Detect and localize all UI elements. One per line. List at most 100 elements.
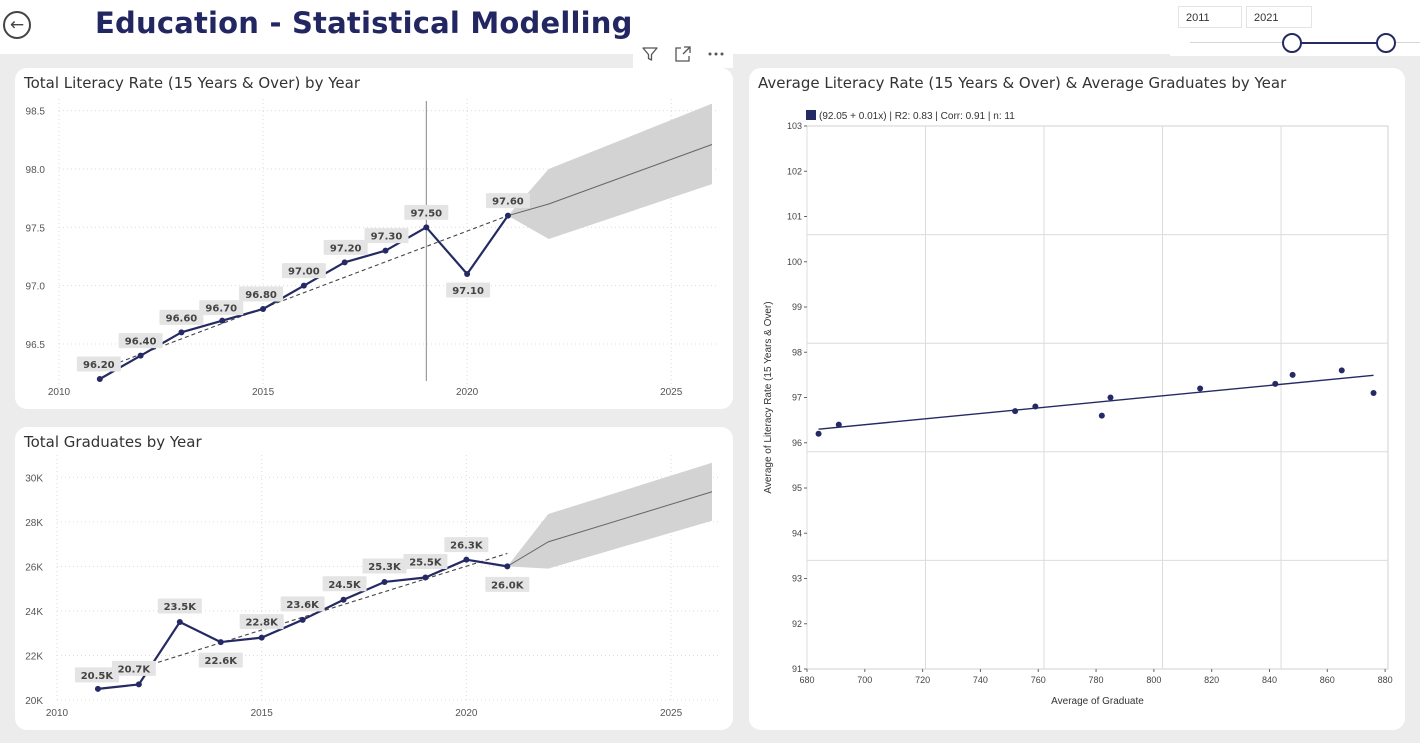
visual-header-toolbar bbox=[633, 40, 733, 68]
data-point bbox=[504, 563, 511, 570]
focus-mode-icon[interactable] bbox=[666, 40, 699, 68]
x-tick-label: 680 bbox=[799, 675, 814, 685]
data-point bbox=[135, 681, 142, 688]
data-label-background bbox=[403, 554, 448, 569]
data-label-background bbox=[118, 333, 163, 349]
plot-area bbox=[806, 125, 1389, 670]
data-label: 97.00 bbox=[288, 267, 320, 278]
scatter-point bbox=[1338, 367, 1345, 374]
x-tick-label: 2025 bbox=[660, 708, 683, 719]
x-tick-label: 2020 bbox=[456, 387, 479, 398]
x-tick-label: 880 bbox=[1378, 675, 1393, 685]
y-tick-label: 22K bbox=[25, 651, 43, 662]
data-point bbox=[94, 685, 101, 692]
y-tick-label: 94 bbox=[792, 528, 802, 538]
data-point bbox=[219, 317, 226, 324]
more-options-icon[interactable] bbox=[699, 40, 732, 68]
data-label: 97.60 bbox=[492, 197, 524, 208]
slider-start-handle[interactable] bbox=[1282, 33, 1302, 53]
data-label: 96.70 bbox=[205, 304, 237, 315]
chart-title: Total Literacy Rate (15 Years & Over) by… bbox=[24, 74, 360, 92]
y-tick-label: 103 bbox=[787, 121, 802, 131]
y-tick-label: 98.0 bbox=[26, 165, 46, 176]
data-label-background bbox=[157, 598, 202, 614]
x-tick-label: 2020 bbox=[455, 708, 478, 719]
x-tick-label: 700 bbox=[857, 675, 872, 685]
data-point bbox=[217, 639, 224, 646]
data-label: 26.3K bbox=[450, 541, 484, 552]
page-title: Education - Statistical Modelling bbox=[95, 6, 633, 40]
slider-end-handle[interactable] bbox=[1376, 33, 1396, 53]
slicer-start-input[interactable]: 2011 bbox=[1178, 6, 1242, 28]
forecast-line bbox=[507, 144, 713, 217]
data-label: 22.8K bbox=[245, 618, 279, 629]
arrow-left-icon[interactable]: ← bbox=[3, 11, 31, 39]
data-label: 96.20 bbox=[83, 360, 115, 371]
series-line bbox=[97, 558, 508, 690]
data-point bbox=[178, 329, 185, 336]
scatter-point bbox=[1272, 380, 1279, 387]
y-tick-label: 95 bbox=[792, 483, 802, 493]
y-axis-title: Average of Literacy Rate (15 Years & Ove… bbox=[763, 301, 774, 493]
data-point bbox=[381, 578, 388, 585]
data-label-background bbox=[76, 356, 121, 372]
x-tick-label: 720 bbox=[915, 675, 930, 685]
y-tick-label: 99 bbox=[792, 302, 802, 312]
data-label: 96.60 bbox=[166, 313, 198, 324]
data-point bbox=[260, 306, 267, 312]
forecast-confidence-band bbox=[507, 462, 712, 569]
data-label: 97.30 bbox=[371, 232, 403, 243]
y-tick-label: 101 bbox=[787, 212, 802, 222]
scatter-point bbox=[1107, 394, 1114, 401]
data-label-background bbox=[364, 228, 409, 244]
x-tick-label: 2010 bbox=[48, 387, 71, 398]
y-tick-label: 28K bbox=[25, 518, 43, 529]
data-label-background bbox=[111, 660, 156, 676]
y-tick-label: 26K bbox=[25, 562, 43, 573]
data-label-background bbox=[444, 537, 489, 553]
data-point bbox=[340, 596, 347, 603]
data-label-background bbox=[74, 667, 119, 683]
data-label: 23.6K bbox=[286, 600, 320, 611]
data-point bbox=[300, 282, 307, 289]
data-label: 20.5K bbox=[81, 671, 115, 682]
data-label-background bbox=[485, 193, 530, 209]
data-label: 97.50 bbox=[410, 208, 442, 219]
scatter-point bbox=[1197, 385, 1204, 392]
data-point bbox=[422, 574, 429, 581]
filter-icon[interactable] bbox=[633, 40, 666, 68]
legend-swatch bbox=[806, 110, 816, 120]
y-tick-label: 20K bbox=[25, 696, 43, 707]
data-label-background bbox=[281, 263, 326, 279]
data-point bbox=[96, 376, 103, 382]
data-label-background bbox=[446, 282, 491, 298]
slicer-end-input[interactable]: 2021 bbox=[1246, 6, 1312, 28]
data-label-background bbox=[362, 558, 407, 574]
trend-line bbox=[99, 215, 509, 371]
data-label-background bbox=[485, 576, 530, 592]
data-label: 97.20 bbox=[330, 243, 362, 254]
chart-title: Total Graduates by Year bbox=[24, 433, 202, 451]
data-label: 25.5K bbox=[409, 558, 443, 569]
data-label: 96.40 bbox=[125, 337, 157, 348]
scatter-point bbox=[1370, 389, 1377, 396]
data-label: 25.3K bbox=[368, 562, 402, 573]
data-label-background bbox=[280, 596, 325, 612]
y-tick-label: 93 bbox=[792, 574, 802, 584]
data-point bbox=[423, 224, 430, 231]
x-tick-label: 800 bbox=[1146, 675, 1161, 685]
literacy-vs-graduates-scatter: 91 92 93 94 95 96 97 98 99 100 101 102 103 680 700 720 7… bbox=[763, 110, 1393, 707]
data-point bbox=[176, 619, 183, 626]
data-label-background bbox=[199, 300, 244, 316]
y-tick-label: 102 bbox=[787, 166, 802, 176]
data-label: 24.5K bbox=[328, 580, 362, 591]
literacy-chart-card: Total Literacy Rate (15 Years & Over) by… bbox=[15, 68, 733, 409]
y-tick-label: 92 bbox=[792, 619, 802, 629]
y-tick-label: 98 bbox=[792, 347, 802, 357]
x-tick-label: 2010 bbox=[46, 708, 69, 719]
data-point bbox=[504, 212, 511, 219]
data-label-background bbox=[322, 576, 367, 592]
y-tick-label: 24K bbox=[25, 607, 43, 618]
x-tick-label: 2025 bbox=[660, 387, 683, 398]
